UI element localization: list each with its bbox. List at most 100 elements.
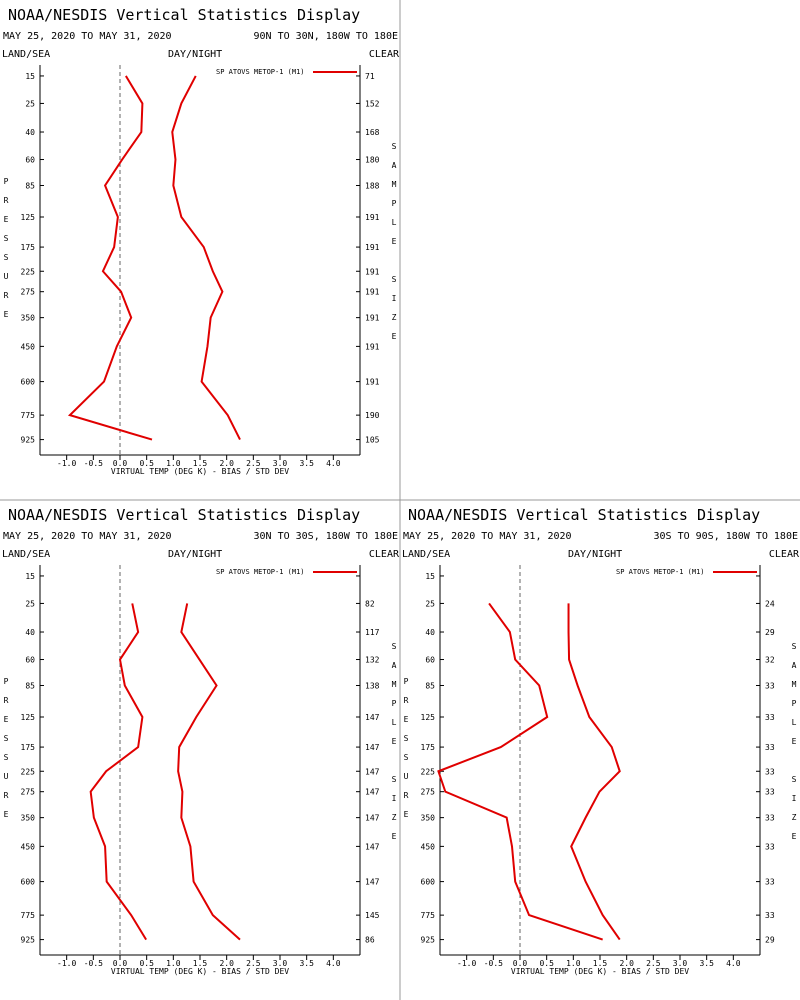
date-range: MAY 25, 2020 TO MAY 31, 2020 (403, 531, 572, 542)
y-tick-label: 85 (25, 681, 35, 690)
std-dev-line (171, 75, 241, 441)
y-tick-label: 275 (421, 788, 436, 797)
x-tick-label: 0.5 (539, 959, 554, 968)
std-dev-line (567, 603, 621, 941)
y-tick-label: 600 (421, 878, 436, 887)
sample-size-label: 33 (765, 743, 775, 752)
x-tick-label: 0.0 (113, 459, 128, 468)
y-tick-label: 925 (21, 936, 36, 945)
y-tick-label: 225 (21, 767, 36, 776)
day-night: DAY/NIGHT (168, 549, 222, 560)
y-tick-label: 60 (25, 156, 35, 165)
x-tick-label: 4.0 (726, 959, 741, 968)
sample-size-label: 190 (365, 411, 380, 420)
sample-size-label: 180 (365, 156, 380, 165)
y-tick-label: 450 (21, 842, 36, 851)
x-axis-label: VIRTUAL TEMP (DEG K) - BIAS / STD DEV (111, 967, 289, 976)
sample-size-label: 86 (365, 936, 375, 945)
sample-size-label: 33 (765, 788, 775, 797)
y-axis-label: PRESSURE (2, 677, 11, 829)
sky-condition: CLEAR (369, 49, 400, 60)
y-tick-label: 775 (21, 411, 36, 420)
x-tick-label: 0.5 (139, 959, 154, 968)
x-tick-label: 1.0 (166, 459, 181, 468)
x-tick-label: 1.0 (566, 959, 581, 968)
y-tick-label: 925 (21, 436, 36, 445)
x-tick-label: 1.5 (593, 959, 608, 968)
land-sea: LAND/SEA (2, 49, 50, 60)
y-tick-label: 275 (21, 788, 36, 797)
sky-condition: CLEAR (769, 549, 800, 560)
x-tick-label: 3.0 (673, 959, 688, 968)
legend-label: SP ATOVS METOP-1 (M1) (216, 68, 305, 76)
title: NOAA/NESDIS Vertical Statistics Display (8, 506, 360, 524)
y-tick-label: 125 (21, 213, 36, 222)
x-tick-label: 2.0 (619, 959, 634, 968)
panel: NOAA/NESDIS Vertical Statistics Display M… (2, 6, 400, 476)
sample-size-label: 33 (765, 814, 775, 823)
x-tick-label: 1.5 (193, 959, 208, 968)
panel: NOAA/NESDIS Vertical Statistics Display M… (2, 506, 400, 976)
sample-size-label: 191 (365, 243, 380, 252)
y-tick-label: 40 (25, 628, 35, 637)
x-tick-label: 0.0 (513, 959, 528, 968)
y-tick-label: 600 (21, 878, 36, 887)
y-tick-label: 175 (21, 243, 36, 252)
x-tick-label: -0.5 (84, 459, 103, 468)
x-tick-label: 3.5 (299, 459, 314, 468)
x-tick-label: 2.5 (246, 459, 261, 468)
y-tick-label: 25 (25, 99, 35, 108)
x-tick-label: -1.0 (457, 959, 476, 968)
land-sea: LAND/SEA (402, 549, 450, 560)
panel: NOAA/NESDIS Vertical Statistics Display M… (402, 506, 800, 976)
title: NOAA/NESDIS Vertical Statistics Display (408, 506, 760, 524)
sample-size-label: 138 (365, 681, 380, 690)
y-tick-label: 775 (421, 911, 436, 920)
y-tick-label: 85 (25, 181, 35, 190)
region: 90N TO 30N, 180W TO 180E (254, 31, 399, 42)
y-tick-label: 450 (21, 342, 36, 351)
x-tick-label: 0.0 (113, 959, 128, 968)
y-tick-label: 600 (21, 378, 36, 387)
day-night: DAY/NIGHT (568, 549, 622, 560)
x-tick-label: 4.0 (326, 459, 341, 468)
region: 30S TO 90S, 180W TO 180E (654, 531, 799, 542)
x-tick-label: -0.5 (84, 959, 103, 968)
x-tick-label: 1.5 (193, 459, 208, 468)
x-tick-label: 3.0 (273, 459, 288, 468)
land-sea: LAND/SEA (2, 549, 50, 560)
sample-size-label: 33 (765, 911, 775, 920)
sample-size-label: 152 (365, 99, 380, 108)
y-axis-label: PRESSURE (402, 677, 411, 829)
sample-size-label: 147 (365, 878, 380, 887)
x-tick-label: 0.5 (139, 459, 154, 468)
y-tick-label: 775 (21, 911, 36, 920)
y-tick-label: 925 (421, 936, 436, 945)
date-range: MAY 25, 2020 TO MAY 31, 2020 (3, 31, 172, 42)
y-tick-label: 225 (21, 267, 36, 276)
x-tick-label: 4.0 (326, 959, 341, 968)
y2-axis-label: SAMPLE SIZE (790, 642, 799, 851)
sample-size-label: 147 (365, 713, 380, 722)
y2-axis-label: SAMPLE SIZE (390, 642, 399, 851)
sample-size-label: 147 (365, 743, 380, 752)
sample-size-label: 71 (365, 72, 375, 81)
x-tick-label: -0.5 (484, 959, 503, 968)
y-tick-label: 175 (21, 743, 36, 752)
y-tick-label: 15 (25, 572, 35, 581)
sample-size-label: 24 (765, 599, 775, 608)
bias-line (89, 603, 147, 941)
x-tick-label: -1.0 (57, 959, 76, 968)
sample-size-label: 191 (365, 288, 380, 297)
bias-line (67, 75, 153, 441)
sample-size-label: 33 (765, 767, 775, 776)
y-tick-label: 60 (425, 656, 435, 665)
sample-size-label: 33 (765, 713, 775, 722)
y-tick-label: 40 (25, 128, 35, 137)
region: 30N TO 30S, 180W TO 180E (254, 531, 399, 542)
x-tick-label: 1.0 (166, 959, 181, 968)
y-tick-label: 350 (21, 314, 36, 323)
sample-size-label: 29 (765, 628, 775, 637)
title: NOAA/NESDIS Vertical Statistics Display (8, 6, 360, 24)
